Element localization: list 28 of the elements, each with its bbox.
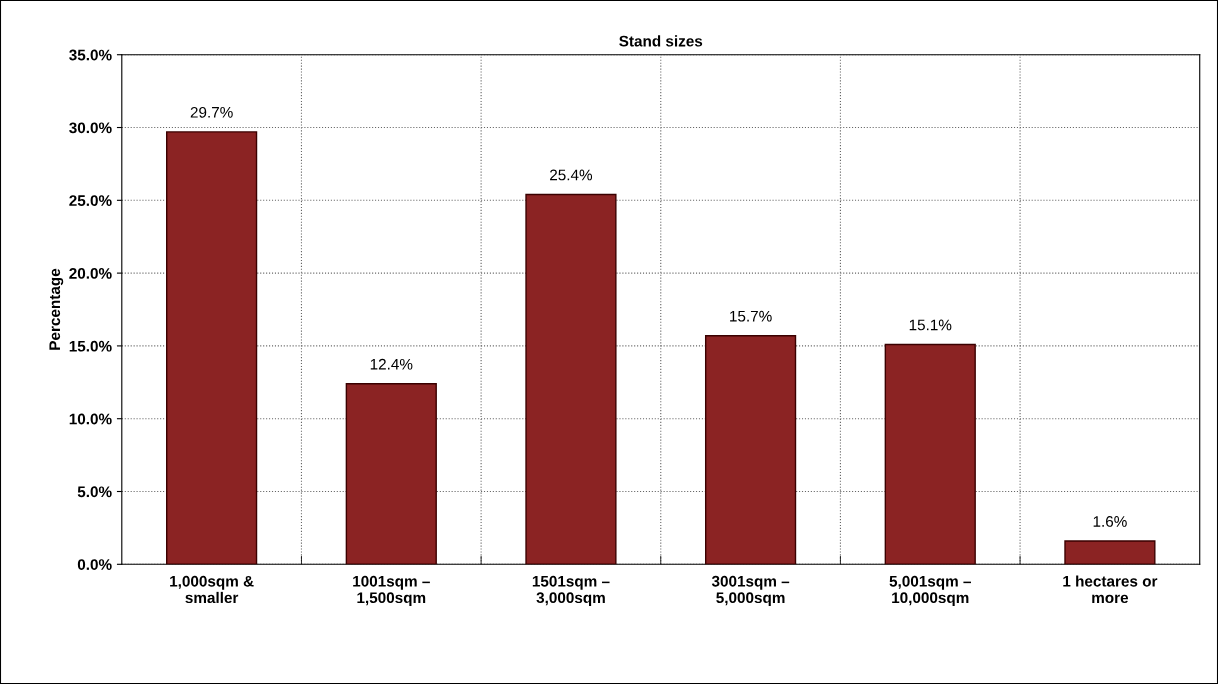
y-axis-title: Percentage [49,268,64,350]
x-tick-label: 1 hectares or more [1063,575,1158,604]
data-label: 15.1% [909,319,952,331]
data-label: 12.4% [370,358,413,370]
x-tick-label: 1,000sqm & smaller [170,575,254,604]
data-label: 15.7% [730,310,772,322]
x-tick-label: 1001sqm – 1,500sqm [353,575,430,607]
y-tick-label: 5.0% [77,486,112,498]
bar [704,335,797,565]
y-tick-label: 0.0% [77,559,112,570]
data-label: 29.7% [190,106,233,118]
y-tick-label: 15.0% [69,340,112,352]
y-tick-label: 10.0% [69,413,112,425]
data-label: 25.4% [550,169,593,181]
x-tick-label: 1501sqm – 3,000sqm [532,575,610,607]
bar [525,193,617,565]
chart-title: Stand sizes [619,35,703,47]
bar [884,343,976,565]
x-tick-label: 3001sqm – 5,000sqm [711,575,790,607]
bar [1064,540,1156,565]
bar [166,131,258,565]
y-tick-label: 25.0% [69,195,112,206]
data-label: 1.6% [1093,516,1127,527]
y-tick-label: 20.0% [69,267,112,279]
y-tick-label: 30.0% [69,122,112,134]
bar [345,383,437,565]
y-tick-label: 35.0% [69,49,112,61]
x-tick-label: 5,001sqm – 10,000sqm [889,575,971,607]
